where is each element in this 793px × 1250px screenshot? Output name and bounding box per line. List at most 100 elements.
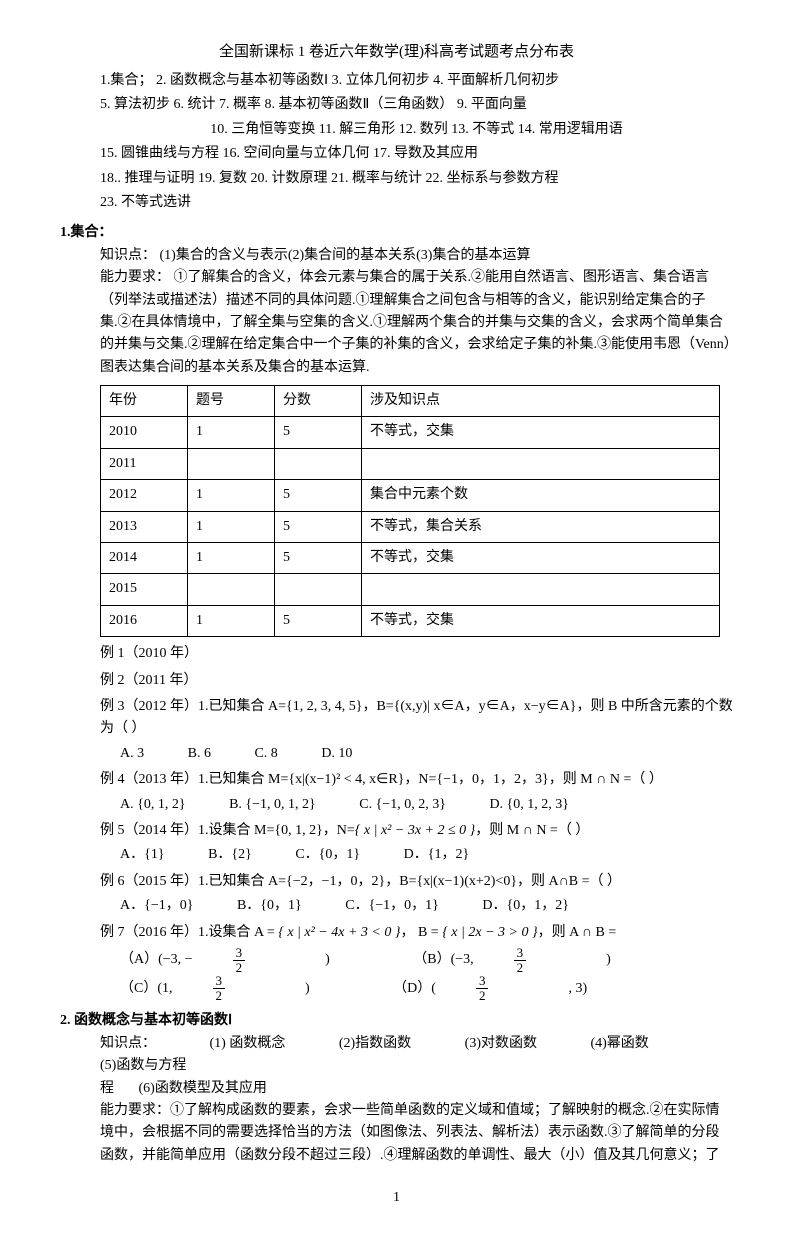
choice: B. 6 — [188, 743, 211, 765]
frac-num: 3 — [233, 946, 246, 961]
example-3-stem: 例 3（2012 年）1.已知集合 A={1, 2, 3, 4, 5}，B={(… — [100, 696, 733, 741]
topic-line: 1.集合； 2. 函数概念与基本初等函数Ⅰ 3. 立体几何初步 4. 平面解析几… — [100, 70, 733, 92]
kp-item: (4)幂函数 — [590, 1033, 648, 1055]
frac-num: 3 — [213, 974, 226, 989]
cell: 不等式，交集 — [362, 417, 720, 448]
col-pts: 分数 — [275, 386, 362, 417]
choice: A．{−1，0} — [120, 895, 193, 917]
ex7-suffix: ，则 A ∩ B = — [538, 925, 617, 940]
section2-ability: 能力要求：①了解构成函数的要素，会求一些简单函数的定义域和值域；了解映射的概念.… — [100, 1100, 733, 1167]
cell: 5 — [275, 605, 362, 636]
choice: D．{1，2} — [404, 844, 470, 866]
choice-C-post: ) — [305, 978, 310, 1000]
choice-B-post: ) — [606, 949, 611, 971]
ability-text: ①了解集合的含义，体会元素与集合的属于关系.②能用自然语言、图形语言、集合语言（… — [100, 270, 731, 375]
choice-D-post: , 3) — [568, 978, 587, 1000]
ability-label: 能力要求： — [100, 270, 170, 285]
cell: 集合中元素个数 — [362, 480, 720, 511]
cell: 1 — [188, 543, 275, 574]
frac-num: 3 — [476, 974, 489, 989]
cell: 不等式，集合关系 — [362, 511, 720, 542]
cell: 2010 — [101, 417, 188, 448]
table-row: 201015不等式，交集 — [101, 417, 720, 448]
ex7-Aexpr: { x | x² − 4x + 3 < 0 } — [278, 925, 400, 940]
choice: B. {−1, 0, 1, 2} — [229, 794, 316, 816]
section2-knowledge: 知识点： (1) 函数概念 (2)指数函数 (3)对数函数 (4)幂函数 (5)… — [100, 1033, 733, 1078]
frac-den: 2 — [233, 961, 246, 975]
kp-item: (2)指数函数 — [339, 1033, 411, 1055]
cell: 1 — [188, 511, 275, 542]
table-row: 201415不等式，交集 — [101, 543, 720, 574]
section2-heading: 2. 函数概念与基本初等函数Ⅰ — [60, 1010, 733, 1032]
choice-D-pre: （D）( — [393, 978, 436, 1000]
table-row: 201615不等式，交集 — [101, 605, 720, 636]
cell: 1 — [188, 480, 275, 511]
col-topic: 涉及知识点 — [362, 386, 720, 417]
cell: 1 — [188, 417, 275, 448]
choice: D．{0，1，2} — [482, 895, 569, 917]
section1-knowledge: 知识点： (1)集合的含义与表示(2)集合间的基本关系(3)集合的基本运算 — [100, 245, 733, 267]
cell — [362, 448, 720, 479]
topic-line: 10. 三角恒等变换 11. 解三角形 12. 数列 13. 不等式 14. 常… — [100, 119, 733, 141]
kp-item: (5)函数与方程 — [100, 1055, 186, 1077]
topic-line: 18.. 推理与证明 19. 复数 20. 计数原理 21. 概率与统计 22.… — [100, 168, 733, 190]
ex5-setexpr: { x | x² − 3x + 2 ≤ 0 } — [355, 823, 475, 838]
example-4-stem: 例 4（2013 年）1.已知集合 M={x|(x−1)² < 4, x∈R}，… — [100, 769, 733, 791]
choice: A. {0, 1, 2} — [120, 794, 186, 816]
frac-den: 2 — [476, 989, 489, 1003]
col-qno: 题号 — [188, 386, 275, 417]
cell: 不等式，交集 — [362, 543, 720, 574]
cell: 5 — [275, 511, 362, 542]
example-6-choices: A．{−1，0} B．{0，1} C．{−1，0，1} D．{0，1，2} — [120, 895, 733, 917]
choice: B．{2} — [208, 844, 252, 866]
table-row: 2011 — [101, 448, 720, 479]
choice-C: （C）(1, 32) — [120, 974, 350, 1002]
topic-line: 23. 不等式选讲 — [100, 192, 733, 214]
cell: 2012 — [101, 480, 188, 511]
section1-heading: 1.集合： — [60, 222, 733, 244]
fraction: 32 — [213, 974, 266, 1002]
table-row: 201215集合中元素个数 — [101, 480, 720, 511]
cell: 不等式，交集 — [362, 605, 720, 636]
choice: A. 3 — [120, 743, 144, 765]
topic-line: 15. 圆锥曲线与方程 16. 空间向量与立体几何 17. 导数及其应用 — [100, 143, 733, 165]
choice-A-pre: （A）(−3, − — [120, 949, 193, 971]
cell: 1 — [188, 605, 275, 636]
ex5-suffix: ，则 M ∩ N =（ ） — [475, 823, 589, 838]
cell — [275, 574, 362, 605]
cell: 2011 — [101, 448, 188, 479]
frac-den: 2 — [213, 989, 226, 1003]
choice-B-pre: （B）(−3, — [413, 949, 473, 971]
example-5-stem: 例 5（2014 年）1.设集合 M={0, 1, 2}，N={ x | x² … — [100, 820, 733, 842]
cell — [188, 448, 275, 479]
choice-A-post: ) — [325, 949, 330, 971]
choice: B．{0，1} — [237, 895, 302, 917]
choice: D. {0, 1, 2, 3} — [489, 794, 569, 816]
choice-D: （D）( 32 , 3) — [393, 974, 627, 1002]
fraction: 32 — [233, 946, 286, 974]
ex7-Bexpr: { x | 2x − 3 > 0 } — [442, 925, 537, 940]
page-number: 1 — [60, 1187, 733, 1209]
choice: D. 10 — [321, 743, 352, 765]
kp-item: (6)函数模型及其应用 — [139, 1081, 267, 1096]
fraction: 32 — [514, 946, 567, 974]
table-header-row: 年份 题号 分数 涉及知识点 — [101, 386, 720, 417]
fraction: 32 — [476, 974, 529, 1002]
example-2: 例 2（2011 年） — [100, 670, 733, 692]
ex7-mid: ， B = — [400, 925, 442, 940]
cell — [188, 574, 275, 605]
kp-text: (1)集合的含义与表示(2)集合间的基本关系(3)集合的基本运算 — [160, 248, 531, 263]
kp-item: (3)对数函数 — [465, 1033, 537, 1055]
col-year: 年份 — [101, 386, 188, 417]
example-6-stem: 例 6（2015 年）1.已知集合 A={−2，−1，0，2}，B={x|(x−… — [100, 871, 733, 893]
choice: A．{1} — [120, 844, 165, 866]
cell: 5 — [275, 417, 362, 448]
ex7-prefix: 例 7（2016 年）1.设集合 A = — [100, 925, 278, 940]
choice-C-pre: （C）(1, — [120, 978, 173, 1000]
example-7-stem: 例 7（2016 年）1.设集合 A = { x | x² − 4x + 3 <… — [100, 922, 733, 944]
cell: 2015 — [101, 574, 188, 605]
topic-line: 5. 算法初步 6. 统计 7. 概率 8. 基本初等函数Ⅱ（三角函数） 9. … — [100, 94, 733, 116]
kp-label: 知识点： — [100, 1033, 156, 1055]
topic-list: 1.集合； 2. 函数概念与基本初等函数Ⅰ 3. 立体几何初步 4. 平面解析几… — [100, 70, 733, 214]
ex5-prefix: 例 5（2014 年）1.设集合 M={0, 1, 2}，N= — [100, 823, 355, 838]
